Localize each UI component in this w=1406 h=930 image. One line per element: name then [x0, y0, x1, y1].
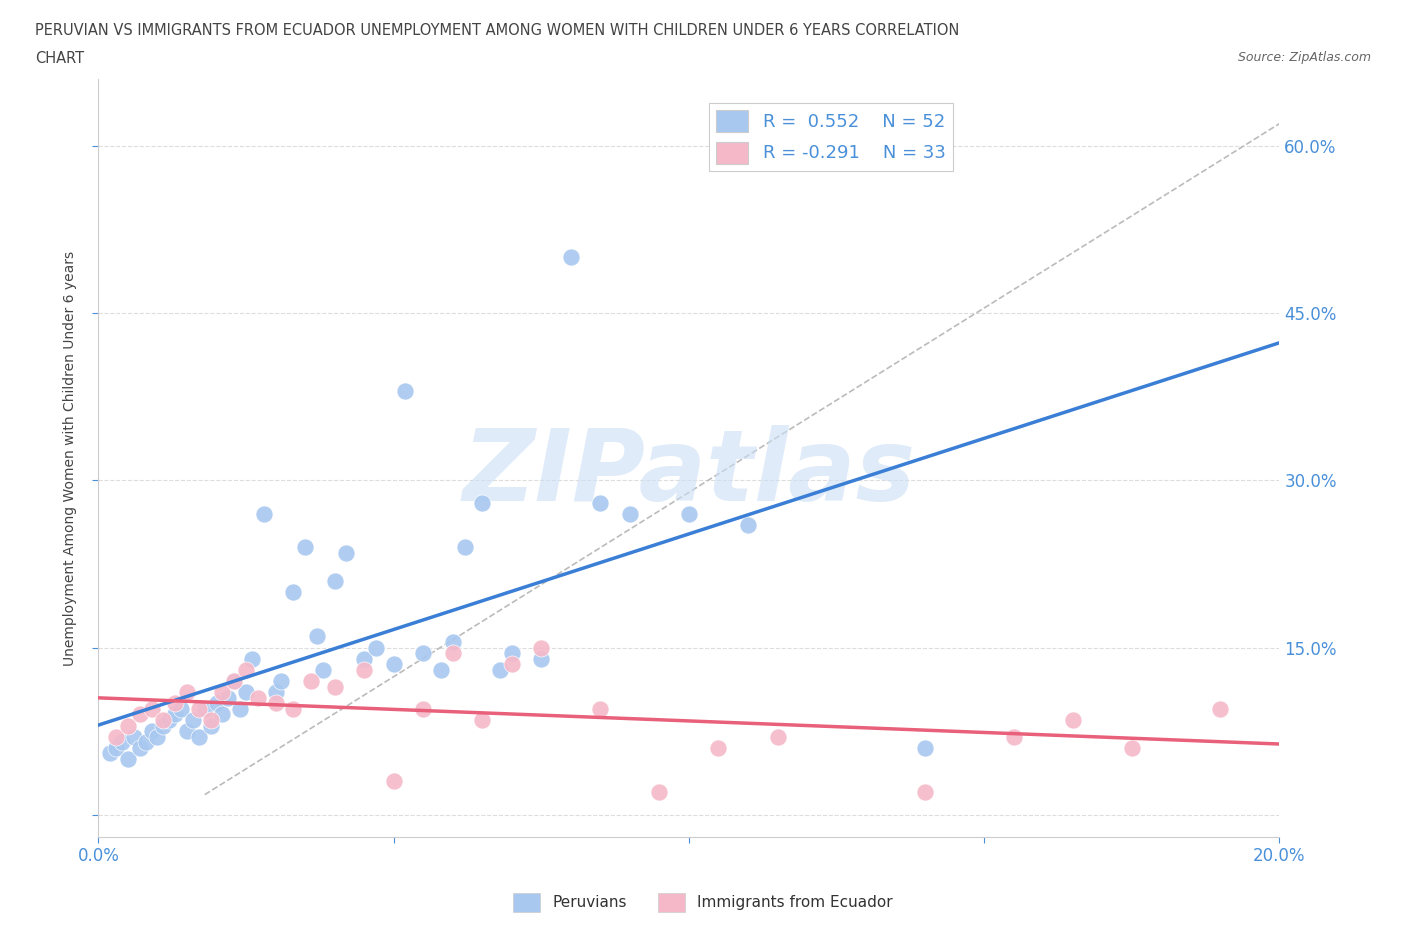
Point — [312, 662, 335, 677]
Point — [128, 707, 150, 722]
Point — [224, 673, 246, 688]
Point — [453, 539, 475, 554]
Y-axis label: Unemployment Among Women with Children Under 6 years: Unemployment Among Women with Children U… — [63, 250, 77, 666]
Point — [619, 506, 641, 521]
Point — [240, 651, 263, 666]
Point — [157, 712, 180, 727]
Point — [141, 701, 163, 716]
Point — [152, 718, 174, 733]
Point — [382, 774, 405, 789]
Point — [430, 662, 453, 677]
Text: Source: ZipAtlas.com: Source: ZipAtlas.com — [1237, 51, 1371, 64]
Point — [766, 729, 789, 744]
Point — [364, 640, 387, 655]
Point — [382, 657, 405, 671]
Point — [217, 690, 239, 705]
Point — [353, 662, 375, 677]
Point — [200, 718, 222, 733]
Point — [117, 751, 139, 766]
Point — [181, 712, 204, 727]
Legend: R =  0.552    N = 52, R = -0.291    N = 33: R = 0.552 N = 52, R = -0.291 N = 33 — [709, 103, 953, 171]
Point — [165, 696, 187, 711]
Point — [737, 517, 759, 532]
Point — [117, 718, 139, 733]
Point — [105, 729, 128, 744]
Point — [246, 690, 269, 705]
Point — [211, 707, 233, 722]
Point — [253, 506, 276, 521]
Point — [335, 545, 357, 560]
Point — [530, 651, 553, 666]
Point — [530, 640, 553, 655]
Point — [187, 729, 209, 744]
Point — [323, 573, 346, 588]
Point — [283, 701, 305, 716]
Point — [235, 662, 257, 677]
Point — [128, 740, 150, 755]
Point — [235, 684, 257, 699]
Text: PERUVIAN VS IMMIGRANTS FROM ECUADOR UNEMPLOYMENT AMONG WOMEN WITH CHILDREN UNDER: PERUVIAN VS IMMIGRANTS FROM ECUADOR UNEM… — [35, 23, 959, 38]
Point — [264, 696, 287, 711]
Point — [501, 657, 523, 671]
Point — [589, 701, 612, 716]
Point — [270, 673, 292, 688]
Point — [299, 673, 322, 688]
Point — [165, 707, 187, 722]
Point — [353, 651, 375, 666]
Point — [412, 701, 434, 716]
Point — [678, 506, 700, 521]
Point — [394, 384, 416, 399]
Point — [471, 712, 494, 727]
Point — [187, 701, 209, 716]
Point — [283, 584, 305, 599]
Point — [1002, 729, 1025, 744]
Point — [211, 684, 233, 699]
Point — [489, 662, 512, 677]
Point — [170, 701, 193, 716]
Point — [152, 712, 174, 727]
Point — [200, 712, 222, 727]
Point — [648, 785, 671, 800]
Point — [122, 729, 145, 744]
Point — [224, 673, 246, 688]
Point — [141, 724, 163, 738]
Point — [294, 539, 316, 554]
Point — [111, 735, 134, 750]
Point — [194, 701, 217, 716]
Point — [1121, 740, 1143, 755]
Point — [707, 740, 730, 755]
Point — [305, 629, 328, 644]
Point — [441, 645, 464, 660]
Point — [471, 495, 494, 510]
Point — [914, 785, 936, 800]
Point — [501, 645, 523, 660]
Text: ZIPatlas: ZIPatlas — [463, 425, 915, 522]
Point — [914, 740, 936, 755]
Point — [176, 724, 198, 738]
Point — [176, 684, 198, 699]
Point — [146, 729, 169, 744]
Point — [441, 634, 464, 649]
Point — [205, 696, 228, 711]
Point — [264, 684, 287, 699]
Point — [105, 740, 128, 755]
Point — [323, 679, 346, 694]
Point — [229, 701, 252, 716]
Text: CHART: CHART — [35, 51, 84, 66]
Point — [412, 645, 434, 660]
Point — [1209, 701, 1232, 716]
Point — [589, 495, 612, 510]
Point — [1062, 712, 1084, 727]
Point — [98, 746, 121, 761]
Point — [560, 250, 582, 265]
Legend: Peruvians, Immigrants from Ecuador: Peruvians, Immigrants from Ecuador — [506, 887, 900, 918]
Point — [135, 735, 157, 750]
